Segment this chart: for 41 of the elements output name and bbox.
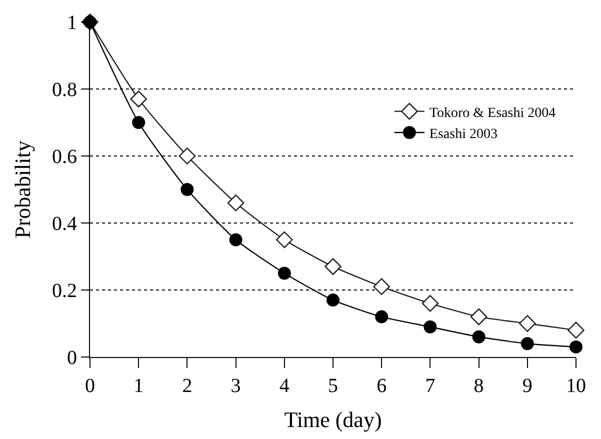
x-axis-title: Time (day) bbox=[284, 406, 382, 432]
x-tick-label: 6 bbox=[376, 375, 387, 397]
x-tick-label: 10 bbox=[566, 375, 586, 397]
y-tick-label: 0 bbox=[67, 347, 77, 369]
point bbox=[375, 310, 388, 324]
x-tick-label: 5 bbox=[328, 375, 338, 397]
point bbox=[229, 233, 242, 246]
legend-label: Tokoro & Esashi 2004 bbox=[429, 106, 556, 121]
point bbox=[278, 266, 291, 280]
point bbox=[424, 320, 437, 334]
point bbox=[519, 315, 536, 332]
point bbox=[276, 231, 293, 248]
x-tick-label: 9 bbox=[522, 375, 532, 397]
x-tick-label: 1 bbox=[134, 375, 144, 397]
x-tick-label: 4 bbox=[279, 375, 290, 397]
point bbox=[324, 258, 342, 275]
point bbox=[132, 116, 146, 129]
point bbox=[472, 330, 486, 344]
y-axis-title: Probability bbox=[10, 140, 35, 238]
point bbox=[373, 278, 390, 296]
x-tick-label: 0 bbox=[85, 375, 95, 397]
point bbox=[520, 337, 534, 350]
point bbox=[178, 148, 196, 164]
x-tick-label: 7 bbox=[425, 375, 436, 397]
point bbox=[130, 90, 147, 108]
y-tick-label: 0.4 bbox=[52, 213, 77, 235]
y-tick-label: 0.6 bbox=[52, 146, 77, 168]
x-tick-label: 3 bbox=[230, 375, 241, 397]
point bbox=[326, 294, 340, 307]
x-tick-label: 2 bbox=[182, 375, 192, 397]
point bbox=[470, 308, 488, 326]
y-tick-label: 1 bbox=[67, 12, 77, 34]
point bbox=[422, 295, 439, 312]
x-tick-label: 8 bbox=[474, 375, 484, 397]
y-tick-label: 0.2 bbox=[52, 280, 77, 302]
y-tick-label: 0.8 bbox=[52, 79, 77, 101]
point bbox=[568, 322, 584, 339]
point bbox=[180, 183, 194, 196]
legend-label: Esashi 2003 bbox=[429, 126, 498, 142]
point bbox=[570, 340, 582, 354]
point bbox=[227, 194, 244, 212]
